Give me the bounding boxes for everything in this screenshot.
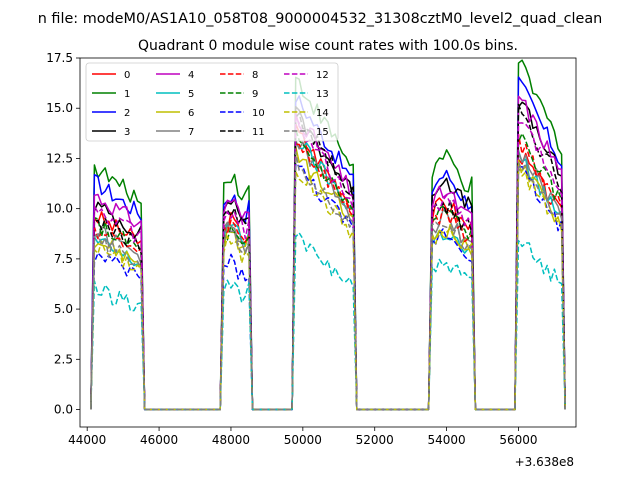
chart-suptitle: n file: modeM0/AS1A10_058T08_9000004532_… bbox=[38, 11, 603, 27]
y-tick-label: 10.0 bbox=[46, 202, 73, 216]
series-line-9 bbox=[90, 128, 566, 411]
y-tick-label: 17.5 bbox=[46, 51, 73, 65]
legend-label-2: 2 bbox=[124, 108, 130, 119]
legend-label-15: 15 bbox=[316, 127, 329, 138]
legend-label-5: 5 bbox=[188, 89, 194, 100]
legend-label-8: 8 bbox=[252, 70, 258, 81]
y-tick-label: 15.0 bbox=[46, 101, 73, 115]
y-tick-label: 12.5 bbox=[46, 151, 73, 165]
legend-label-0: 0 bbox=[124, 70, 130, 81]
x-tick-label: 52000 bbox=[356, 433, 394, 447]
legend-box bbox=[85, 62, 339, 142]
x-tick-label: 50000 bbox=[284, 433, 322, 447]
y-tick-label: 2.5 bbox=[54, 352, 73, 366]
x-tick-label: 44000 bbox=[68, 433, 106, 447]
series-line-2 bbox=[90, 76, 566, 411]
series-line-8 bbox=[90, 133, 566, 411]
x-axis-offset-label: +3.638e8 bbox=[515, 455, 574, 469]
legend-label-3: 3 bbox=[124, 127, 130, 138]
legend-label-10: 10 bbox=[252, 108, 265, 119]
series-line-11 bbox=[90, 103, 566, 411]
x-tick-label: 54000 bbox=[428, 433, 466, 447]
series-layer bbox=[90, 59, 566, 411]
y-tick-label: 7.5 bbox=[54, 252, 73, 266]
series-line-3 bbox=[90, 101, 566, 411]
series-line-5 bbox=[90, 141, 566, 411]
plot-frame bbox=[79, 57, 577, 428]
legend-label-7: 7 bbox=[188, 127, 194, 138]
series-line-0 bbox=[90, 122, 566, 411]
x-tick-label: 46000 bbox=[140, 433, 178, 447]
x-tick-label: 48000 bbox=[212, 433, 250, 447]
axes: 44000 46000 48000 50000 52000 54000 56000 0.0 2.… bbox=[46, 51, 577, 447]
legend-label-11: 11 bbox=[252, 127, 265, 138]
series-line-13 bbox=[90, 232, 566, 411]
series-line-15 bbox=[90, 151, 566, 411]
series-line-14 bbox=[90, 159, 566, 411]
legend-label-13: 13 bbox=[316, 89, 329, 100]
series-line-12 bbox=[90, 116, 566, 411]
legend-label-1: 1 bbox=[124, 89, 130, 100]
legend-label-12: 12 bbox=[316, 70, 329, 81]
y-tick-label: 0.0 bbox=[54, 403, 73, 417]
y-tick-label: 5.0 bbox=[54, 302, 73, 316]
chart-title: Quadrant 0 module wise count rates with … bbox=[138, 38, 518, 54]
series-line-4 bbox=[90, 95, 566, 411]
legend-label-9: 9 bbox=[252, 89, 258, 100]
legend-label-14: 14 bbox=[316, 108, 329, 119]
x-tick-label: 56000 bbox=[499, 433, 537, 447]
legend-label-6: 6 bbox=[188, 108, 194, 119]
series-line-7 bbox=[90, 139, 566, 411]
legend-label-4: 4 bbox=[188, 70, 194, 81]
